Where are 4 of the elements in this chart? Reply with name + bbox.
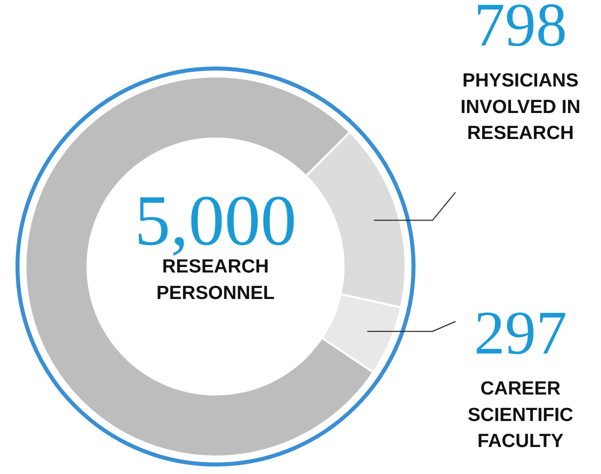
data-label: 798: [474, 0, 567, 60]
slice-label: PHYSICIANS INVOLVED IN RESEARCH: [460, 70, 581, 144]
slice-label: CAREER SCIENTIFIC FACULTY: [468, 378, 574, 452]
data-label: 297: [474, 300, 567, 368]
